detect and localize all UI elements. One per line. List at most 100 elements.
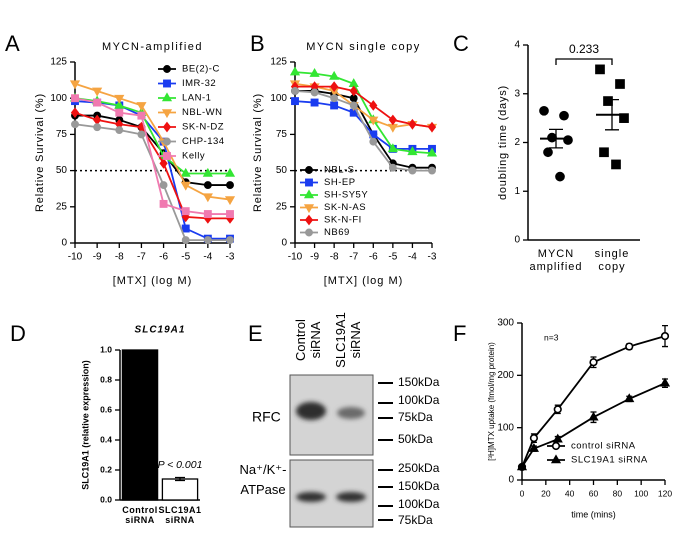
- y-tick-label: 0.8: [100, 374, 112, 384]
- blot-band: [336, 492, 366, 502]
- annotation: 0.233: [569, 42, 599, 56]
- data-point: [528, 442, 539, 452]
- x-axis-label: [MTX] (log M): [113, 275, 193, 287]
- legend-marker: [551, 441, 561, 451]
- y-axis-label: [³H]MTX uptake (fmol/mg protein): [487, 342, 496, 461]
- data-point: [330, 94, 339, 103]
- legend-label: SH-EP: [324, 177, 356, 188]
- ladder-label: 75kDa: [398, 410, 433, 424]
- data-point: [181, 236, 190, 245]
- x-tick-label: -8: [330, 252, 339, 263]
- legend-marker: [161, 92, 173, 102]
- data-point: [427, 121, 437, 133]
- panel-letter: C: [453, 31, 469, 56]
- legend-label: SH-SY5Y: [324, 190, 368, 201]
- data-point: [203, 210, 212, 218]
- data-point: [159, 199, 168, 208]
- data-point: [203, 181, 212, 190]
- legend-marker: [163, 65, 171, 73]
- data-point: [539, 105, 549, 116]
- x-tick-label: -5: [181, 252, 190, 263]
- data-point: [71, 94, 79, 103]
- legend-marker: [163, 79, 171, 88]
- legend-label: SK-N-FI: [324, 215, 362, 226]
- data-point: [226, 210, 234, 218]
- x-tick-label: -7: [137, 252, 146, 263]
- data-point: [93, 98, 102, 107]
- data-point: [202, 193, 213, 203]
- legend-marker: [305, 166, 313, 174]
- legend-marker: [161, 109, 173, 119]
- ladder-label: 75kDa: [398, 513, 433, 527]
- row-label: RFC: [252, 409, 281, 425]
- x-tick-label: -9: [93, 252, 102, 263]
- data-point: [291, 97, 299, 106]
- y-tick-label: 2: [514, 137, 520, 148]
- legend-marker: [163, 152, 171, 160]
- data-point: [114, 99, 125, 109]
- data-point: [387, 143, 398, 153]
- data-point: [330, 81, 339, 92]
- blot-band: [337, 407, 365, 419]
- data-point: [69, 80, 81, 90]
- y-tick-label: 100: [270, 93, 287, 104]
- ladder-label: 100kDa: [398, 393, 440, 407]
- y-axis-label: SLC19A1 (relative expression): [80, 360, 90, 490]
- panel-letter: F: [453, 321, 466, 346]
- y-axis-label: Relative Survival (%): [34, 93, 46, 212]
- y-tick-label: 4: [514, 40, 520, 51]
- data-point: [529, 434, 539, 443]
- data-point: [368, 116, 379, 126]
- data-point: [226, 236, 234, 245]
- y-tick-label: 50: [276, 165, 288, 176]
- x-tick-label: -6: [369, 252, 378, 263]
- legend-label: LAN-1: [182, 93, 211, 104]
- data-point: [625, 342, 634, 351]
- data-point: [310, 98, 319, 107]
- chart-title: MYCN-amplified: [102, 41, 203, 53]
- data-point: [387, 123, 398, 133]
- data-point: [407, 146, 418, 156]
- data-point: [369, 137, 378, 146]
- x-tick-label: 40: [565, 488, 575, 498]
- data-point: [159, 158, 168, 169]
- x-tick-label: 60: [589, 488, 599, 498]
- data-point: [660, 331, 670, 341]
- y-tick-label: 0: [281, 238, 287, 249]
- data-point: [329, 70, 340, 80]
- legend-label: NBL-S: [324, 165, 354, 176]
- y-tick-label: 125: [270, 57, 287, 68]
- data-point: [388, 163, 397, 172]
- x-tick-label: -5: [388, 252, 397, 263]
- data-point: [181, 207, 190, 216]
- legend-label: IMR-32: [182, 78, 216, 89]
- legend-marker: [163, 137, 171, 146]
- y-tick-label: 100: [50, 93, 67, 104]
- data-point: [70, 107, 80, 119]
- data-point: [115, 108, 124, 117]
- data-point: [611, 159, 621, 170]
- legend-marker: [305, 228, 313, 237]
- bar: [161, 478, 199, 501]
- y-axis-label: Relative Survival (%): [252, 93, 264, 212]
- panel-letter: E: [248, 321, 263, 346]
- panel-letter: B: [250, 31, 265, 56]
- x-axis-label: time (mins): [571, 509, 616, 519]
- y-tick-label: 0.6: [100, 404, 112, 414]
- data-point: [180, 167, 191, 177]
- data-point: [203, 236, 212, 245]
- legend-label: control siRNA: [571, 441, 636, 452]
- bracket: [555, 58, 613, 65]
- legend-label: CHP-134: [182, 136, 225, 147]
- x-tick-label: -9: [310, 252, 319, 263]
- x-tick-label: -7: [349, 252, 358, 263]
- data-point: [226, 181, 234, 190]
- ladder-label: 150kDa: [398, 479, 440, 493]
- row-label: Na⁺/K⁺-ATPase: [239, 462, 287, 497]
- data-point: [137, 111, 146, 120]
- legend-label: NB69: [324, 227, 350, 238]
- data-point: [349, 101, 358, 110]
- x-tick-label: -3: [226, 252, 235, 263]
- x-tick-label: -4: [203, 252, 212, 263]
